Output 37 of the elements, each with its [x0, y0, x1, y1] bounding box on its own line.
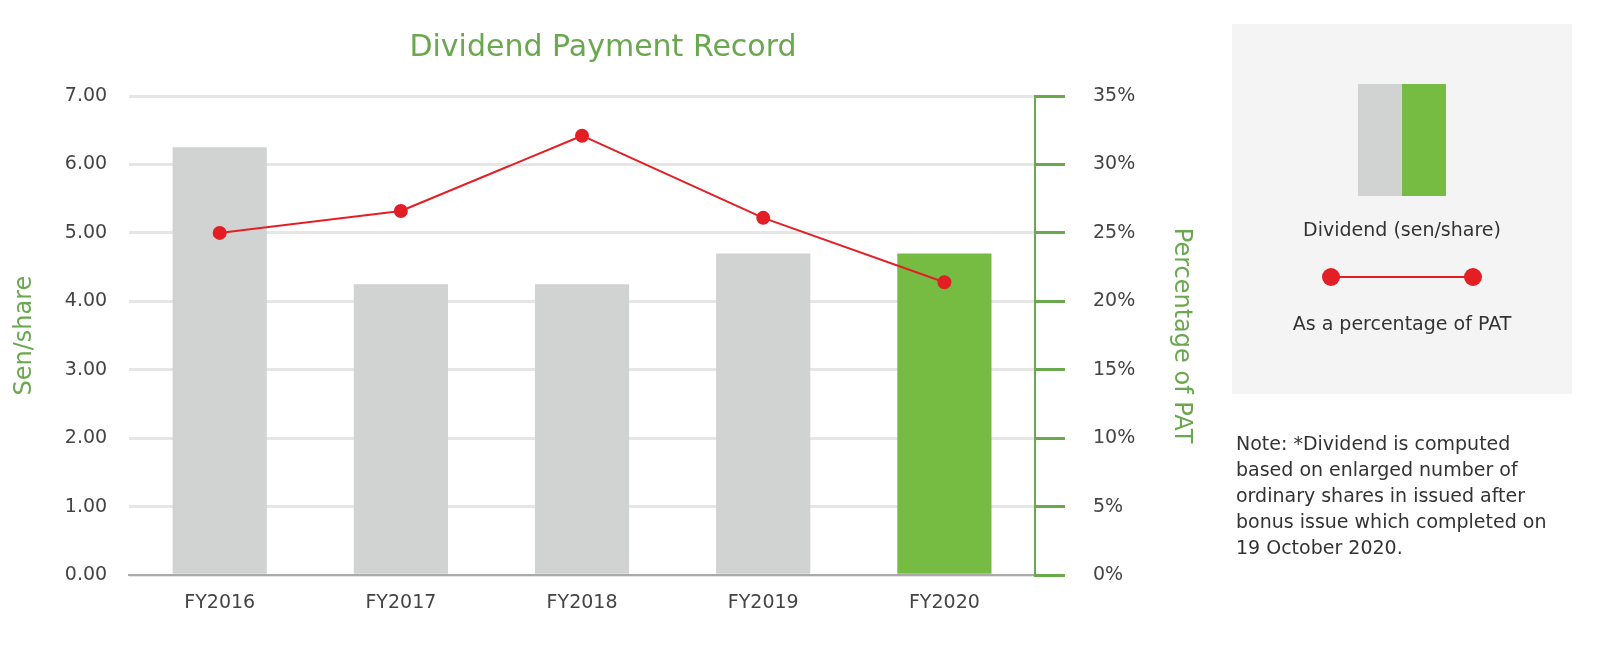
bar [897, 253, 992, 574]
point [393, 204, 408, 219]
y2-tick-label: 15% [1092, 356, 1136, 379]
x-tick-label: FY2017 [365, 589, 437, 612]
y2-tick-label: 35% [1092, 82, 1136, 105]
y-tick-label: 3.00 [64, 356, 108, 379]
bar [353, 284, 448, 574]
x-tick-label: FY2016 [184, 589, 256, 612]
y2-tick-label: 30% [1092, 151, 1136, 174]
bar [172, 147, 267, 574]
point [756, 210, 771, 225]
bar [716, 253, 811, 574]
y-tick-label: 6.00 [64, 151, 108, 174]
x-tick-label: FY2020 [908, 589, 980, 612]
y2-axis-title: Percentage of PAT [1169, 227, 1198, 444]
y-tick-label: 2.00 [64, 425, 108, 448]
chart-title: Dividend Payment Record [409, 27, 797, 63]
text: Note: *Dividend is computed based on enlarged number of ordinary shares in issued after bonus issue which completed on 19 October 2020. [1235, 431, 1548, 560]
y-tick-label: 5.00 [64, 219, 108, 242]
y-tick-label: 7.00 [64, 82, 108, 105]
y-tick-label: 4.00 [64, 288, 108, 311]
y-tick-label: 0.00 [64, 562, 108, 585]
y2-tick-label: 10% [1092, 425, 1136, 448]
point [575, 128, 590, 143]
x-tick-label: FY2019 [727, 589, 799, 612]
point [937, 275, 952, 290]
bar [534, 284, 630, 574]
y-axis-title: Sen/share [8, 275, 37, 396]
point [212, 225, 227, 240]
y2-tick-label: 20% [1092, 288, 1136, 311]
y2-tick-label: 0% [1092, 562, 1124, 585]
text: As a percentage of PAT [1292, 312, 1512, 334]
text: Dividend (sen/share) [1303, 218, 1501, 240]
y-tick-label: 1.00 [64, 493, 108, 516]
x-tick-label: FY2018 [546, 589, 618, 612]
y2-tick-label: 25% [1092, 219, 1136, 242]
y2-tick-label: 5% [1092, 493, 1124, 516]
